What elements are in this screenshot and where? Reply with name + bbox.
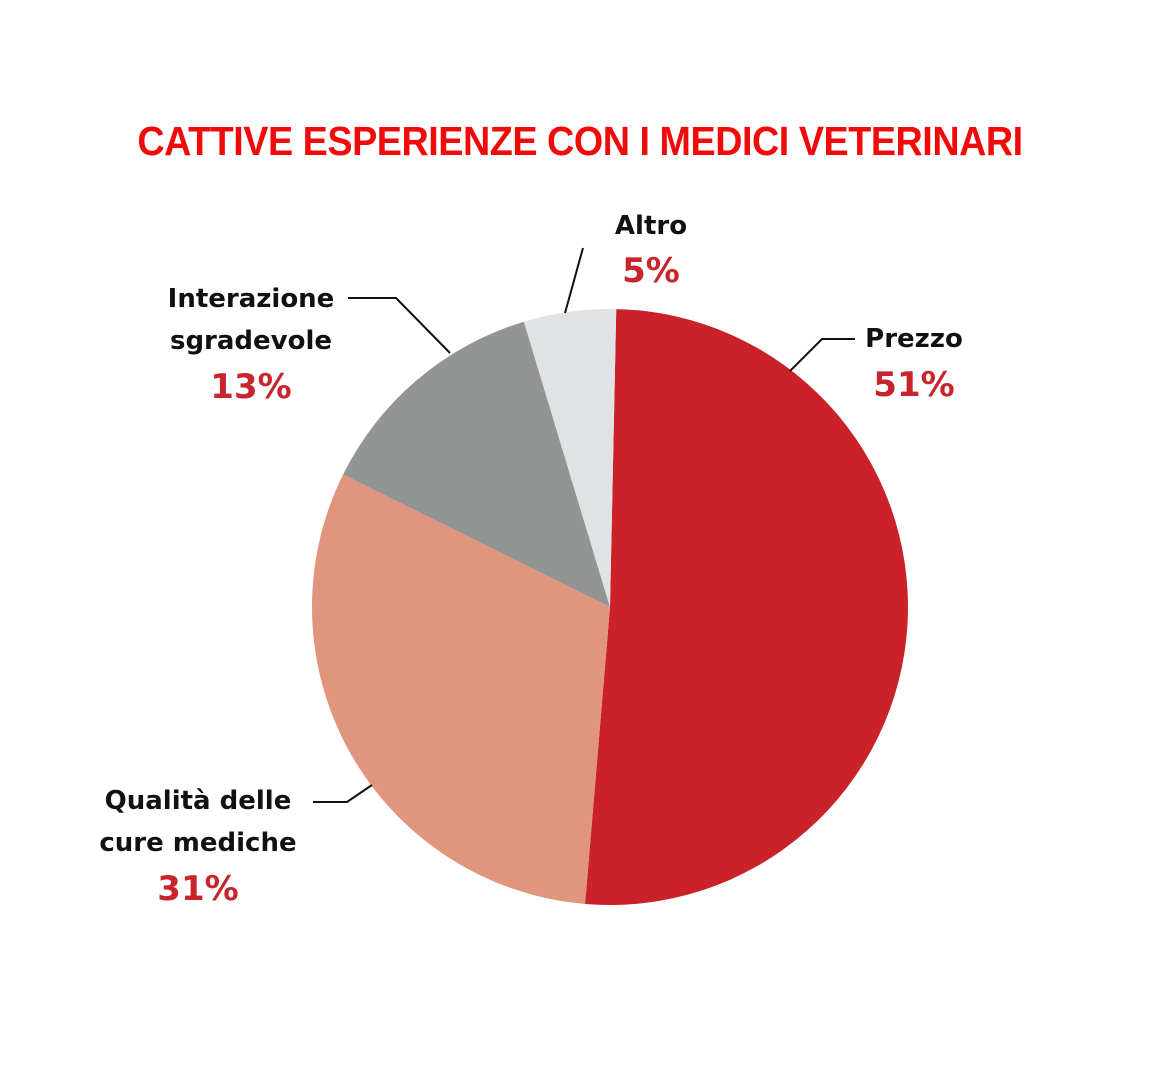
pie-slice xyxy=(311,474,610,904)
pie-slice xyxy=(585,309,908,905)
slice-label: cure mediche xyxy=(99,828,296,858)
slice-label: Altro xyxy=(615,211,687,241)
pie-slice xyxy=(343,321,610,607)
chart-title: CATTIVE ESPERIENZE CON I MEDICI VETERINA… xyxy=(137,118,1023,164)
slice-label: Qualità delle xyxy=(105,786,292,816)
leader-line xyxy=(313,784,373,803)
leader-line xyxy=(348,297,451,354)
pie-slice xyxy=(523,309,617,607)
slice-label: Prezzo xyxy=(865,324,963,354)
slice-label: Interazione xyxy=(168,284,335,314)
leader-line xyxy=(789,338,855,372)
slice-label: sgradevole xyxy=(170,326,332,356)
leader-line xyxy=(564,247,584,314)
slice-value-label: 31% xyxy=(157,869,238,909)
slice-value-label: 13% xyxy=(210,367,291,407)
slice-value-label: 5% xyxy=(622,251,680,291)
slice-value-label: 51% xyxy=(873,365,954,405)
